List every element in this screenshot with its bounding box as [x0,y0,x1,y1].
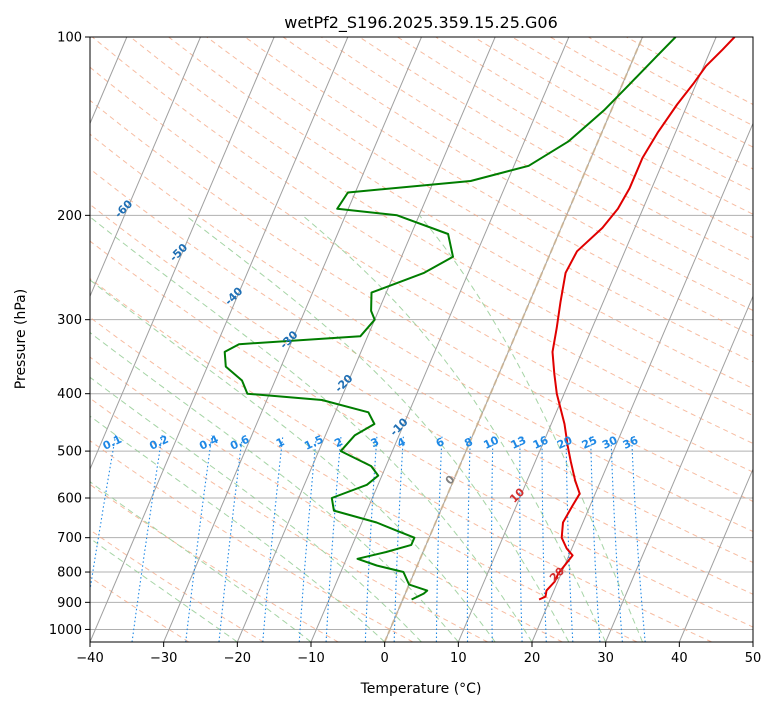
mixing-ratio-line [185,435,213,642]
isotherm [310,37,570,642]
isotherm [531,122,753,642]
moist-adiabat [301,214,607,642]
x-tick-label: −10 [297,651,324,666]
mixing-ratio-line [590,435,601,642]
mixing-ratio-label: 25 [580,434,599,452]
mixing-ratio-line [631,435,646,642]
mixing-ratio-line [393,435,405,642]
moist-adiabat [419,214,643,642]
temperature-profile [538,37,736,601]
y-tick-label: 1000 [49,623,82,638]
mixing-ratio-line [298,435,317,642]
moist-adiabat [90,331,459,642]
isotherm [90,37,349,642]
freezing-isotherm [383,37,644,642]
dewpoint-profile [223,37,677,601]
y-tick-label: 100 [57,31,82,46]
y-tick-label: 900 [57,596,82,611]
chart-title: wetPf2_S196.2025.359.15.25.G06 [284,13,558,33]
x-tick-label: 0 [381,651,389,666]
x-tick-label: −40 [76,651,103,666]
dry-adiabat [282,37,753,312]
x-tick-label: −20 [224,651,251,666]
dry-adiabat [90,66,753,473]
y-tick-label: 600 [57,492,82,507]
x-tick-label: 10 [450,651,467,666]
x-tick-label: 20 [524,651,541,666]
y-tick-label: 200 [57,209,82,224]
mixing-ratio-line [519,435,523,642]
dry-adiabat [90,356,563,642]
mixing-ratio-label: 16 [531,433,551,451]
moist-adiabat [90,376,422,642]
x-tick-label: 50 [745,651,762,666]
mixing-ratio-label: 13 [509,434,528,452]
y-tick-label: 300 [57,313,82,328]
moist-adiabat [90,481,312,642]
dry-adiabat [206,37,753,363]
x-axis: −40 −30 −20 −10 0 10 20 30 40 50 [76,642,761,666]
moist-adiabat [90,216,533,642]
mixing-ratio-line [364,435,378,642]
isotherm [236,37,496,642]
dry-adiabat [90,203,753,595]
mixing-ratio-label: 30 [600,433,620,451]
plot-frame [89,36,754,643]
y-axis-title: Pressure (hPa) [13,289,29,389]
mixing-ratio-line [131,435,163,642]
plot-area [90,37,753,642]
x-tick-label: 30 [597,651,614,666]
mixing-ratio-line [565,435,574,642]
y-tick-label: 700 [57,531,82,546]
isotherm [90,37,201,298]
mixing-ratio-line [262,435,284,642]
isotherm [163,37,422,642]
dry-adiabat [90,240,753,628]
moist-adiabat [90,279,496,642]
dry-adiabat [90,133,753,533]
isotherm [457,37,717,642]
mixing-ratio-line [541,435,547,642]
dry-adiabat [90,168,753,563]
isotherm [605,295,753,642]
mixing-ratio-line [90,435,117,594]
mixing-ratio-line [435,435,443,642]
mixing-ratio-label: 20 [555,433,575,451]
y-tick-label: 400 [57,387,82,402]
moist-adiabat [90,415,386,642]
isotherm [678,467,753,642]
dry-adiabat [90,483,339,642]
isotherm [90,37,275,471]
dry-adiabat [90,397,488,642]
mixing-ratio-line [490,435,494,642]
x-axis-title: Temperature (°C) [360,681,482,697]
y-tick-label: 800 [57,566,82,581]
moist-adiabat [90,537,238,642]
x-tick-label: −30 [150,651,177,666]
mixing-ratio-label: 10 [482,433,502,451]
mixing-ratio-line [466,435,471,642]
mixing-ratio-line [218,435,244,642]
mixing-ratio-label: 36 [621,433,641,451]
dry-adiabat [130,37,753,417]
mixing-ratio-line [610,435,623,642]
y-axis: 100 200 300 400 500 600 700 800 900 1000 [49,31,90,638]
x-tick-label: 40 [671,651,688,666]
y-tick-label: 500 [57,445,82,460]
mixing-ratio-line [325,435,342,642]
